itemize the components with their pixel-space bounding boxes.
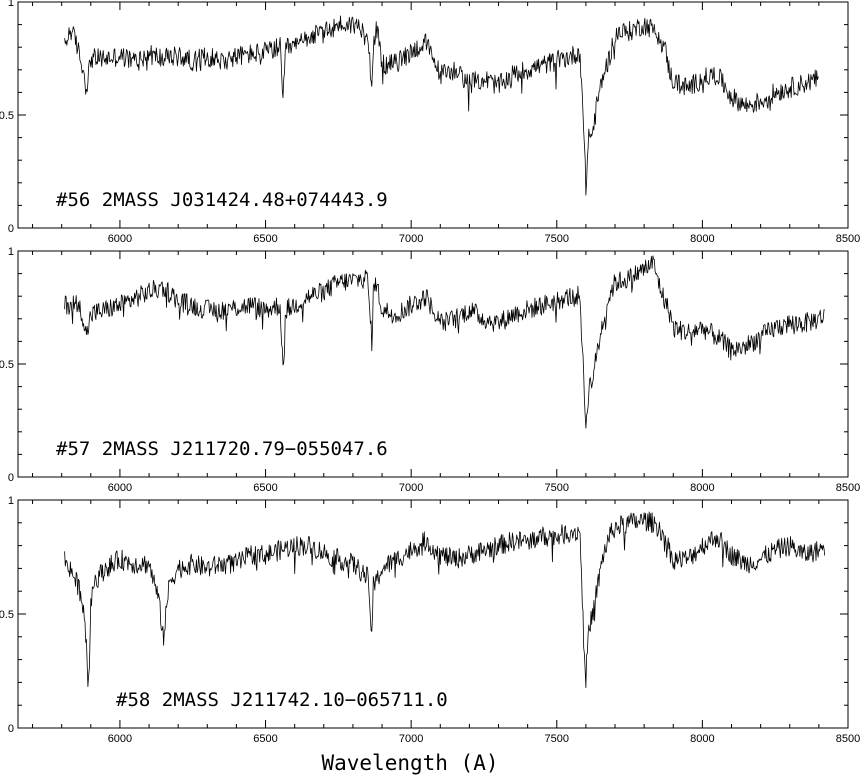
y-tick-label: 1 — [8, 0, 14, 9]
y-tick-label: 0 — [8, 472, 14, 484]
x-tick-label: 6000 — [108, 233, 132, 245]
panel-label: #56 2MASS J031424.48+074443.9 — [56, 189, 388, 211]
spectrum-panel-2: 6000 6500 7000 7500 8000 8500 0 0.5 1 #57 2MASS J… — [0, 246, 860, 494]
x-tick-label: 8500 — [836, 733, 860, 745]
x-tick-label: 6500 — [253, 482, 277, 494]
panels-group: 6000 6500 7000 7500 8000 8500 0 0.5 1 #56 2MASS J… — [0, 0, 860, 745]
x-tick-label: 7500 — [545, 733, 569, 745]
x-tick-label: 7000 — [399, 733, 423, 745]
spectrum-line-3 — [64, 511, 826, 688]
y-tick-label: 1 — [8, 495, 14, 507]
spectrum-line-1 — [64, 15, 819, 196]
x-tick-label: 6000 — [108, 482, 132, 494]
x-tick-label: 8500 — [836, 233, 860, 245]
x-tick-label: 8000 — [690, 233, 714, 245]
y-tick-label: 0.5 — [0, 609, 14, 621]
y-tick-label: 0.5 — [0, 110, 14, 122]
x-tick-label: 8000 — [690, 733, 714, 745]
x-tick-label: 8000 — [690, 482, 714, 494]
panel-label: #58 2MASS J211742.10−065711.0 — [116, 689, 448, 711]
x-tick-label: 8500 — [836, 482, 860, 494]
x-tick-label: 7000 — [399, 482, 423, 494]
x-axis-title: Wavelength (A) — [321, 751, 498, 775]
y-tick-label: 1 — [8, 246, 14, 258]
spectrum-panel-3: 6000 6500 7000 7500 8000 8500 0 0.5 1 #58 2MASS J… — [0, 495, 860, 745]
x-tick-label: 6000 — [108, 733, 132, 745]
x-tick-label: 7000 — [399, 233, 423, 245]
panel-label: #57 2MASS J211720.79−055047.6 — [56, 438, 388, 460]
y-tick-label: 0 — [8, 223, 14, 235]
x-tick-label: 7500 — [545, 482, 569, 494]
y-tick-label: 0 — [8, 723, 14, 735]
x-tick-label: 6500 — [253, 233, 277, 245]
y-tick-label: 0.5 — [0, 359, 14, 371]
x-tick-label: 7500 — [545, 233, 569, 245]
spectrum-line-2 — [64, 255, 825, 429]
x-tick-label: 6500 — [253, 733, 277, 745]
spectrum-panel-1: 6000 6500 7000 7500 8000 8500 0 0.5 1 #56 2MASS J… — [0, 0, 860, 245]
